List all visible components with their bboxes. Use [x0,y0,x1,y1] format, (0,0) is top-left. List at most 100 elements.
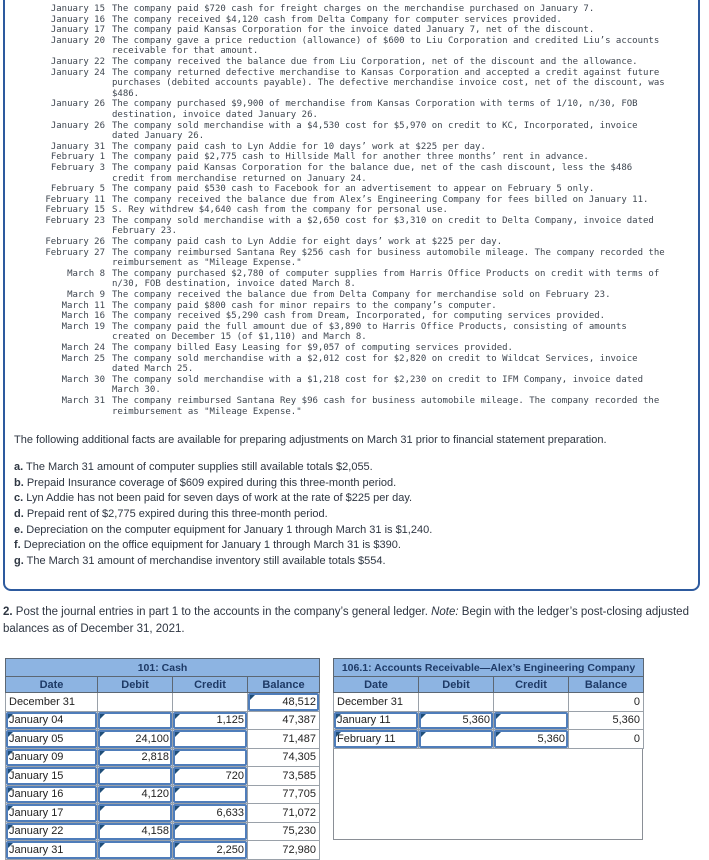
transaction-text: The company paid the full amount due of … [112,321,627,343]
ledger-balance-cell[interactable]: 0 [567,692,645,712]
transaction-text: The company paid $2,775 cash to Hillside… [112,152,589,163]
transaction-row: January 15 The company paid $720 cash fo… [11,4,698,15]
transaction-row: March 9 The company received the balance… [11,290,698,301]
ledger-debit-cell[interactable]: 2,818 [97,747,173,767]
ledger-debit-cell[interactable]: 4,158 [97,821,173,841]
transaction-row: March 19 The company paid the full amoun… [11,322,698,343]
ledger-credit-cell[interactable] [172,747,248,767]
ledger-date-cell[interactable]: February 11 [333,729,419,749]
transaction-text: The company purchased $2,780 of computer… [112,268,660,290]
ledger-credit-cell[interactable]: 1,125 [172,710,248,730]
ledger-credit-cell[interactable]: 2,250 [172,840,248,860]
ledger-balance-cell[interactable]: 77,705 [246,784,321,804]
table-row: January 16 4,120 77,705 [5,784,321,804]
ledger-debit-cell[interactable] [97,840,173,860]
ledger-debit-cell[interactable]: 5,360 [418,710,494,730]
adjustment-letter: b. [14,476,24,489]
ledger-credit-cell[interactable]: 5,360 [493,729,569,749]
ledger-date-cell[interactable]: January 22 [5,821,98,841]
ledger-balance-cell[interactable]: 48,512 [246,692,321,712]
transaction-row: January 26 The company sold merchandise … [11,121,698,142]
ledger-balance-cell[interactable]: 0 [567,729,645,749]
ledger-date-cell[interactable]: January 17 [5,803,98,823]
ledger-debit-cell[interactable]: 4,120 [97,784,173,804]
ledger-credit-cell[interactable] [493,692,569,712]
transaction-text: The company paid Kansas Corporation for … [112,162,633,184]
ledger-debit-cell[interactable] [418,692,494,712]
transaction-row: February 27 The company reimbursed Santa… [11,248,698,269]
adjustment-letter: d. [14,507,24,520]
ledger-balance-cell[interactable]: 47,387 [246,710,321,730]
transaction-date: February 1 [50,152,105,163]
ledger-date-cell[interactable]: January 15 [5,766,98,786]
transaction-date: March 31 [61,395,105,406]
transaction-text: The company received the balance due fro… [112,56,638,67]
adjustment-item: e. Depreciation on the computer equipmen… [14,523,698,539]
ledger-debit-cell[interactable] [418,729,494,749]
ledger-date-cell[interactable]: January 31 [5,840,98,860]
ledger-date-cell[interactable]: January 09 [5,747,98,767]
table-row: January 04 1,125 47,387 [5,710,321,730]
transaction-date: January 31 [50,141,105,152]
ledger-balance-cell[interactable]: 75,230 [246,821,321,841]
ledger-balance-cell[interactable]: 72,980 [246,840,321,860]
transaction-date: January 15 [50,4,105,14]
transaction-text: The company reimbursed Santana Rey $256 … [112,247,665,269]
ledger-credit-cell[interactable] [493,710,569,730]
transaction-row: March 24 The company billed Easy Leasing… [11,343,698,354]
ledger-credit-cell[interactable] [172,729,248,749]
transaction-row: January 24 The company returned defectiv… [11,68,698,100]
transaction-row: March 11 The company paid $800 cash for … [11,301,698,312]
ledger-credit-cell[interactable]: 720 [172,766,248,786]
ledger-debit-cell[interactable]: 24,100 [97,729,173,749]
ledger-debit-cell[interactable] [97,766,173,786]
transaction-row: March 25 The company sold merchandise wi… [11,354,698,375]
transaction-date: January 24 [50,67,105,78]
table-row: January 09 2,818 74,305 [5,747,321,767]
transaction-list: January 15 The company paid $720 cash fo… [11,4,698,417]
column-header-credit: Credit [172,676,248,693]
ledger-header-row: Date Debit Credit Balance [333,676,645,693]
ledger-balance-cell[interactable]: 73,585 [246,766,321,786]
ledger-balance-cell[interactable]: 71,487 [246,729,321,749]
column-header-balance: Balance [246,676,321,693]
transaction-text: The company sold merchandise with a $1,2… [112,374,644,396]
instruction-text-after-note: Begin with the ledger’s post-closing adj… [3,606,689,635]
transaction-date: March 9 [67,290,105,301]
ledger-credit-cell[interactable]: 6,633 [172,803,248,823]
transaction-text: The company sold merchandise with a $2,0… [112,353,638,375]
ledger-balance-cell[interactable]: 74,305 [246,747,321,767]
adjustment-text: Depreciation on the computer equipment f… [26,523,433,536]
table-row: January 31 2,250 72,980 [5,840,321,860]
transaction-row: February 23 The company sold merchandise… [11,216,698,237]
ledger-header-row: Date Debit Credit Balance [5,676,321,693]
ledger-date-cell[interactable]: January 04 [5,710,98,730]
transaction-text: The company purchased $9,900 of merchand… [112,99,638,120]
transaction-text: The company received $5,290 cash from Dr… [112,311,606,322]
transaction-date: March 30 [61,374,105,385]
transaction-text: The company received the balance due fro… [112,290,611,301]
column-header-balance: Balance [567,676,645,693]
ledger-balance-cell[interactable]: 71,072 [246,803,321,823]
ledger-debit-cell[interactable] [97,803,173,823]
ledger-credit-cell[interactable] [172,692,248,712]
ledger-debit-cell[interactable] [97,710,173,730]
transaction-date: January 16 [50,14,105,25]
column-header-debit: Debit [97,676,173,693]
ledger-date-cell[interactable]: December 31 [5,692,98,712]
ledger-date-cell[interactable]: January 05 [5,729,98,749]
ledger-credit-cell[interactable] [172,784,248,804]
ledger-date-cell[interactable]: January 16 [5,784,98,804]
transaction-date: February 11 [45,194,105,205]
ledger-date-cell[interactable]: December 31 [333,692,419,712]
transaction-text: The company billed Easy Leasing for $9,0… [112,343,513,353]
transaction-row: February 11 The company received the bal… [11,195,698,206]
ledger-balance-cell[interactable]: 5,360 [567,710,645,730]
transaction-row: January 20 The company gave a price redu… [11,36,698,57]
transaction-text: The company sold merchandise with a $2,6… [112,215,654,237]
ledger-date-cell[interactable]: January 11 [333,710,419,730]
transaction-date: March 19 [61,321,105,332]
transaction-row: January 16 The company received $4,120 c… [11,15,698,26]
ledger-debit-cell[interactable] [97,692,173,712]
ledger-credit-cell[interactable] [172,821,248,841]
